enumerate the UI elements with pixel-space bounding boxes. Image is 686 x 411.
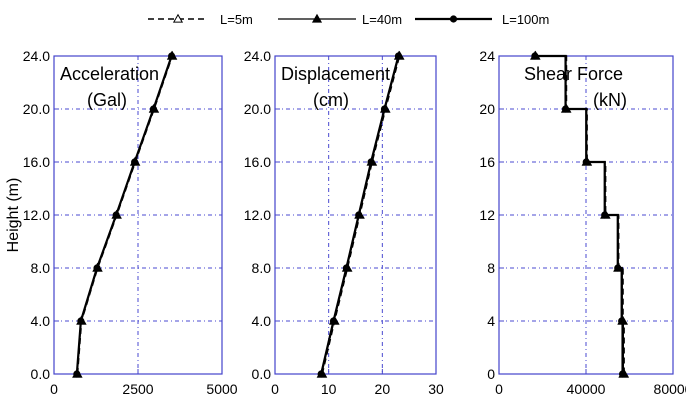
gridlines [54,56,222,374]
legend-marker [311,13,323,23]
y-tick-label: 4 [487,313,495,329]
data-point [601,211,609,219]
y-tick-label: 24.0 [23,48,50,64]
chart-panel-2: 0.0 4.0 8.0 12.0 16.0 20.0 24.0 0 10 20 30 Displace… [244,48,444,397]
data-point [77,317,85,325]
y-tick-label: 16.0 [244,154,271,170]
y-tick-label: 0 [487,366,495,382]
legend-marker [449,15,458,23]
legend: L=5m L=40m L=100m [148,12,549,27]
y-tick-label: 20.0 [23,101,50,117]
data-point [168,52,176,60]
x-tick-label: 20 [375,381,391,397]
y-tick-label: 12.0 [23,207,50,223]
legend-item-2: L=40m [278,12,402,27]
y-tick-label: 16.0 [23,154,50,170]
data-point [582,158,590,166]
data-point [73,370,81,378]
x-tick-label: 40000 [567,381,606,397]
data-point [93,264,101,272]
y-tick-label: 0.0 [31,366,51,382]
y-tick-label: 0.0 [252,366,272,382]
data-point [618,370,627,378]
data-point [367,158,375,166]
data-point [355,211,363,219]
panel-subtitle: (cm) [313,90,349,110]
y-tick-label: 8.0 [31,260,51,276]
data-point [618,317,626,325]
x-tick-label: 10 [321,381,337,397]
x-tick-label: 0 [271,381,279,397]
y-tick-label: 8 [487,260,495,276]
y-tick-label: 12.0 [244,207,271,223]
y-tick-label: 16 [479,154,495,170]
legend-label: L=5m [220,12,253,27]
chart-panel-3: 0 4 8 12 16 20 24 0 40000 80000 Shear Force (kN) [479,48,686,397]
chart-panel-1: 0.0 4.0 8.0 12.0 16.0 20.0 24.0 0 2500 5000 Accele… [5,48,238,397]
x-tick-label: 0 [50,381,58,397]
panel-subtitle: (kN) [593,90,627,110]
x-tick-label: 80000 [654,381,686,397]
data-point [614,264,622,272]
data-point [561,105,570,113]
data-point [394,52,403,60]
legend-label: L=100m [502,12,549,27]
x-tick-label: 5000 [206,381,237,397]
panel-title: Acceleration [60,64,159,84]
legend-marker [172,13,184,23]
y-tick-label: 12 [479,207,495,223]
data-point [380,105,389,113]
data-point [149,105,158,113]
series-3 [317,52,403,378]
series-3 [531,52,627,378]
data-point [131,158,139,166]
panel-title: Shear Force [524,64,623,84]
gridlines [275,56,436,374]
data-point [329,317,338,325]
data-point [317,370,325,378]
y-tick-label: 24.0 [244,48,271,64]
x-tick-label: 0 [495,381,503,397]
panel-title: Displacement [281,64,390,84]
x-tick-label: 30 [428,381,444,397]
y-axis-label: Height (m) [5,178,22,253]
legend-item-3: L=100m [415,12,549,27]
gridlines [499,56,673,374]
y-tick-label: 20 [479,101,495,117]
data-point [112,211,120,219]
panel-subtitle: (Gal) [87,90,127,110]
legend-label: L=40m [362,12,402,27]
series-3 [73,52,176,378]
x-tick-label: 2500 [122,381,153,397]
y-tick-label: 4.0 [252,313,272,329]
y-tick-label: 4.0 [31,313,51,329]
y-tick-label: 20.0 [244,101,271,117]
y-tick-label: 24 [479,48,495,64]
y-tick-label: 8.0 [252,260,272,276]
legend-item-1: L=5m [148,12,253,27]
data-point [531,52,539,60]
data-point [342,264,350,272]
